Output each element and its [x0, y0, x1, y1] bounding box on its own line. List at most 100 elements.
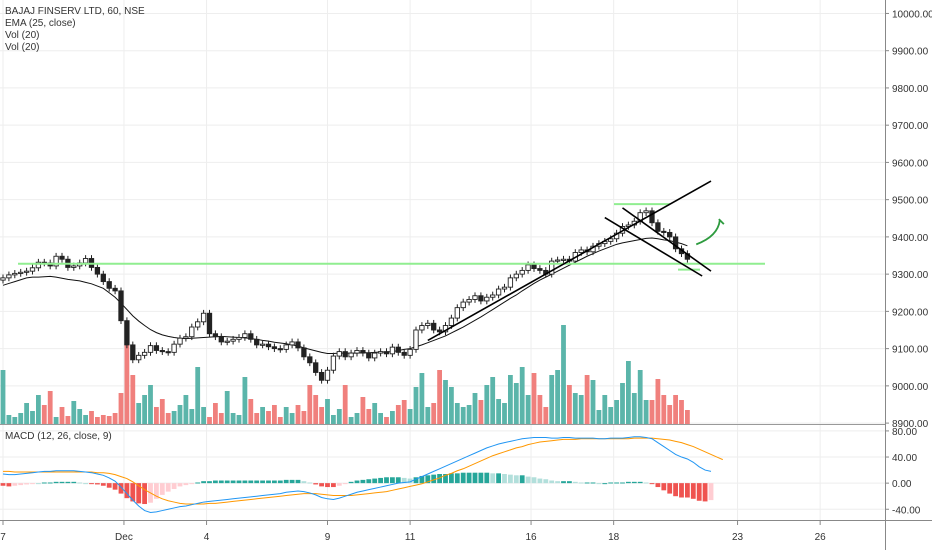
candle-body-up: [413, 329, 419, 350]
macd-tick-label: -40.00: [892, 505, 921, 516]
volume-bar: [154, 407, 159, 425]
candle: [248, 330, 254, 343]
macd-histogram-bar: [89, 483, 94, 485]
candle-body-up: [372, 352, 378, 359]
legend-symbol[interactable]: BAJAJ FINSERV LTD, 60, NSE: [5, 6, 145, 17]
macd-histogram-bar: [419, 475, 425, 484]
volume-bar: [378, 413, 383, 425]
legend-volume-2[interactable]: Vol (20): [5, 42, 40, 53]
volume-bar: [390, 411, 395, 425]
volume-bar: [354, 413, 360, 425]
candle: [301, 344, 307, 361]
macd-histogram-bar: [537, 478, 543, 484]
candle-body-down: [100, 273, 106, 283]
volume-bar: [454, 403, 460, 425]
volume-bar: [348, 417, 354, 425]
volume-bar: [655, 379, 661, 425]
price-tick-label: 9800.00: [892, 84, 929, 95]
legend-macd[interactable]: MACD (12, 26, close, 9): [5, 431, 112, 442]
volume-bar: [449, 387, 454, 425]
candle-body-down: [661, 230, 667, 233]
candle: [259, 340, 266, 349]
candle-body-down: [307, 356, 313, 364]
candle-body-down: [124, 320, 130, 346]
candle: [59, 252, 65, 263]
candle-body-up: [554, 259, 561, 262]
candle: [460, 298, 466, 312]
volume-bar: [136, 403, 142, 425]
macd-histogram-bar: [578, 482, 584, 484]
macd-histogram-bar: [0, 483, 6, 486]
candle: [171, 340, 177, 356]
macd-histogram-bar: [159, 483, 165, 495]
axes[interactable]: 10000.00 9900.00 9800.00 9700.00 9600.00 9500…: [0, 9, 932, 543]
macd-histogram-bar: [41, 482, 47, 484]
candle: [94, 264, 101, 278]
macd-histogram-bar: [71, 481, 77, 484]
volume-bar: [508, 375, 513, 425]
volume-bar: [142, 395, 147, 425]
macd-histogram-bar: [655, 483, 661, 488]
volume-bar: [384, 417, 389, 425]
candle-body-up: [354, 350, 360, 354]
macd-histogram-bar: [6, 483, 12, 487]
candle: [484, 293, 490, 305]
macd-line: [2, 436, 712, 514]
candle-body-down: [672, 236, 679, 250]
candle: [136, 351, 142, 364]
volume-bar: [395, 405, 401, 425]
volume-bar: [283, 407, 289, 425]
candle: [265, 340, 272, 351]
price-tick-label: 9000.00: [892, 382, 929, 393]
volume-bar: [643, 400, 649, 425]
volume-bar: [484, 385, 490, 425]
candle: [413, 326, 419, 353]
macd-histogram-bar: [325, 483, 330, 488]
macd-histogram-bar: [242, 480, 248, 484]
macd-histogram-bar: [496, 473, 501, 484]
candle: [307, 353, 313, 367]
candle-body-down: [301, 347, 307, 358]
volume-bar: [661, 395, 667, 425]
volume-bar: [620, 383, 625, 425]
macd-histogram-bar: [354, 480, 360, 484]
legend-ema[interactable]: EMA (25, close): [5, 18, 76, 29]
candle-body-up: [425, 322, 431, 326]
candle: [377, 348, 384, 357]
macd-histogram-bar: [183, 483, 189, 486]
macd-histogram-bar: [272, 480, 277, 484]
volume-bar: [578, 395, 584, 425]
candle: [419, 322, 425, 334]
candle-body-up: [389, 346, 396, 355]
candle-body-down: [383, 351, 390, 355]
legend-volume-1[interactable]: Vol (20): [5, 30, 40, 41]
macd-histogram-bar: [561, 481, 566, 484]
price-tick-label: 9500.00: [892, 196, 929, 207]
volume-bar: [71, 401, 77, 425]
macd-histogram-bar: [637, 481, 643, 484]
candle-body-up: [177, 337, 183, 345]
candle: [643, 207, 649, 217]
volume-bar: [118, 393, 124, 425]
volume-bar: [218, 413, 224, 425]
time-tick-label: Dec: [115, 532, 133, 543]
macd-histogram-bar: [614, 482, 619, 484]
macd-histogram-bar: [165, 483, 171, 492]
legend-main: BAJAJ FINSERV LTD, 60, NSE EMA (25, clos…: [5, 6, 145, 54]
time-tick-label: 23: [732, 532, 744, 543]
volume-bar: [295, 405, 301, 425]
candle: [242, 330, 248, 341]
candle: [667, 229, 673, 241]
macd-tick-label: 40.00: [892, 453, 917, 464]
candle: [295, 338, 301, 352]
volume-bar: [18, 413, 24, 425]
candle-body-down: [395, 346, 401, 353]
macd-histogram-bar: [620, 482, 625, 484]
macd-histogram-bar: [83, 483, 88, 485]
volume-bar: [490, 377, 496, 425]
price-tick-label: 9100.00: [892, 345, 929, 356]
volume-bar: [47, 391, 53, 425]
candle: [195, 318, 201, 331]
macd-histogram-bar: [218, 480, 224, 484]
